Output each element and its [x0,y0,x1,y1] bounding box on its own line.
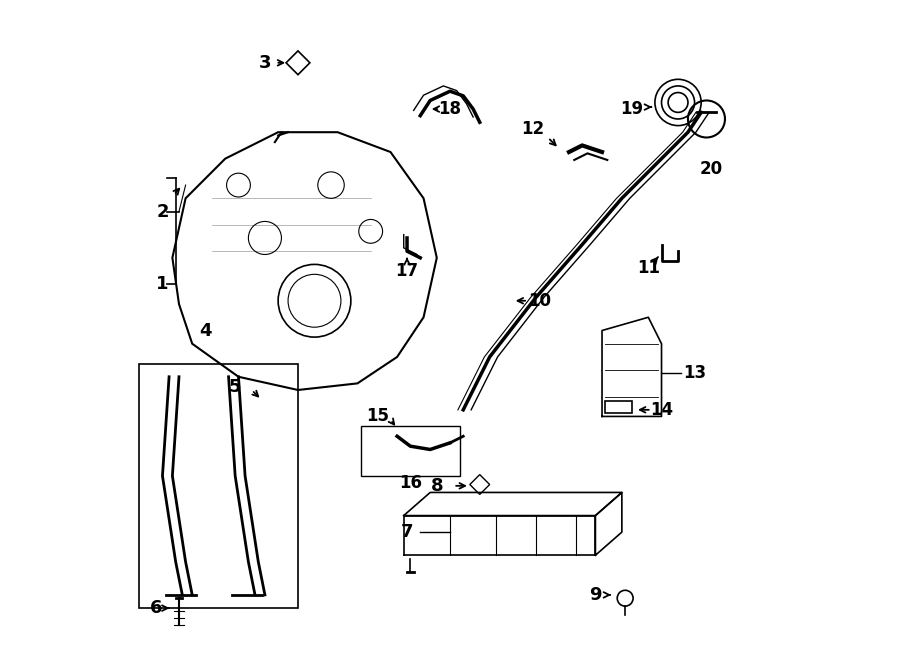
Text: 4: 4 [199,321,212,340]
Text: 2: 2 [157,202,168,221]
Text: 16: 16 [399,473,422,492]
Text: 8: 8 [430,477,443,495]
Text: 11: 11 [637,258,660,277]
Text: 18: 18 [438,100,462,118]
Text: 19: 19 [620,100,643,118]
Text: 3: 3 [258,54,271,72]
Text: 5: 5 [229,377,241,396]
Text: 15: 15 [365,407,389,426]
Polygon shape [602,317,662,416]
Text: 12: 12 [521,120,544,138]
Text: 10: 10 [527,292,551,310]
Bar [606,401,632,413]
PathPatch shape [173,132,436,390]
Text: 20: 20 [699,159,723,178]
Text: 6: 6 [149,599,162,617]
Polygon shape [596,492,622,555]
Text: 14: 14 [650,401,673,419]
Bar [361,426,460,476]
Text: 17: 17 [395,262,419,280]
Polygon shape [404,492,622,516]
Text: 1: 1 [157,275,168,293]
Bar [140,364,298,608]
Text: 7: 7 [400,523,413,541]
Text: 13: 13 [683,364,706,383]
Polygon shape [404,516,596,555]
Text: 9: 9 [590,586,602,604]
